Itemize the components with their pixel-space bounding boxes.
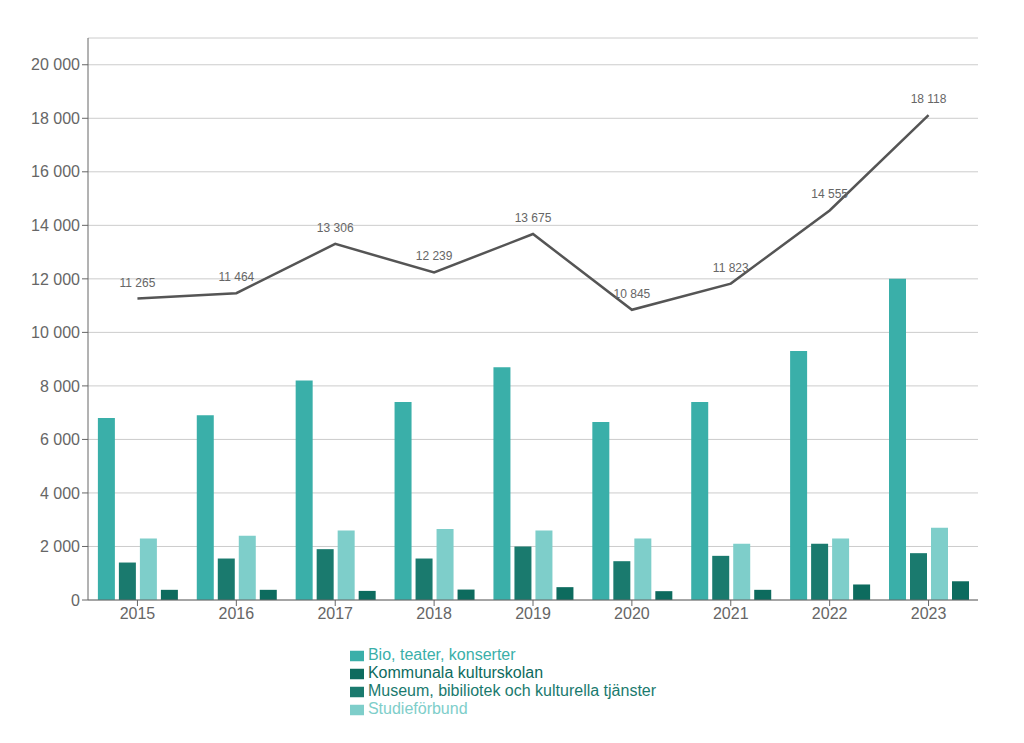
svg-text:14 555: 14 555 bbox=[811, 187, 848, 201]
svg-text:11 823: 11 823 bbox=[713, 261, 749, 275]
svg-text:2023: 2023 bbox=[911, 605, 947, 622]
svg-text:2020: 2020 bbox=[614, 605, 650, 622]
svg-text:16 000: 16 000 bbox=[31, 163, 80, 180]
svg-text:18 000: 18 000 bbox=[31, 110, 80, 127]
svg-text:14 000: 14 000 bbox=[31, 217, 80, 234]
html-text:Kommunala kulturskolan: Kommunala kulturskolan bbox=[367, 664, 544, 681]
html-text:Bio, teater, konserter: Bio, teater, konserter bbox=[367, 646, 516, 663]
svg-text:2017: 2017 bbox=[317, 605, 353, 622]
svg-text:12 000: 12 000 bbox=[31, 271, 80, 288]
svg-text:18 118: 18 118 bbox=[911, 92, 947, 106]
svg-text:2016: 2016 bbox=[219, 605, 255, 622]
svg-text:6 000: 6 000 bbox=[40, 431, 80, 448]
html-text:Museum, bibiliotek och kulture: Museum, bibiliotek och kulturella tjänst… bbox=[367, 682, 657, 699]
svg-text:10 845: 10 845 bbox=[614, 287, 651, 301]
svg-text:20 000: 20 000 bbox=[31, 56, 80, 73]
svg-text:2022: 2022 bbox=[812, 605, 848, 622]
svg-text:2021: 2021 bbox=[713, 605, 749, 622]
svg-text:11 265: 11 265 bbox=[120, 276, 156, 290]
svg-text:8 000: 8 000 bbox=[40, 378, 80, 395]
svg-text:0: 0 bbox=[71, 592, 80, 609]
svg-text:2 000: 2 000 bbox=[40, 538, 80, 555]
svg-text:2015: 2015 bbox=[120, 605, 156, 622]
svg-text:2019: 2019 bbox=[515, 605, 551, 622]
svg-text:10 000: 10 000 bbox=[31, 324, 80, 341]
svg-text:13 675: 13 675 bbox=[515, 211, 552, 225]
svg-text:2018: 2018 bbox=[416, 605, 452, 622]
html-text:Studieförbund: Studieförbund bbox=[367, 700, 468, 717]
svg-text:11 464: 11 464 bbox=[218, 270, 254, 284]
svg-text:4 000: 4 000 bbox=[40, 485, 80, 502]
svg-text:13 306: 13 306 bbox=[317, 221, 354, 235]
svg-text:12 239: 12 239 bbox=[416, 249, 453, 263]
